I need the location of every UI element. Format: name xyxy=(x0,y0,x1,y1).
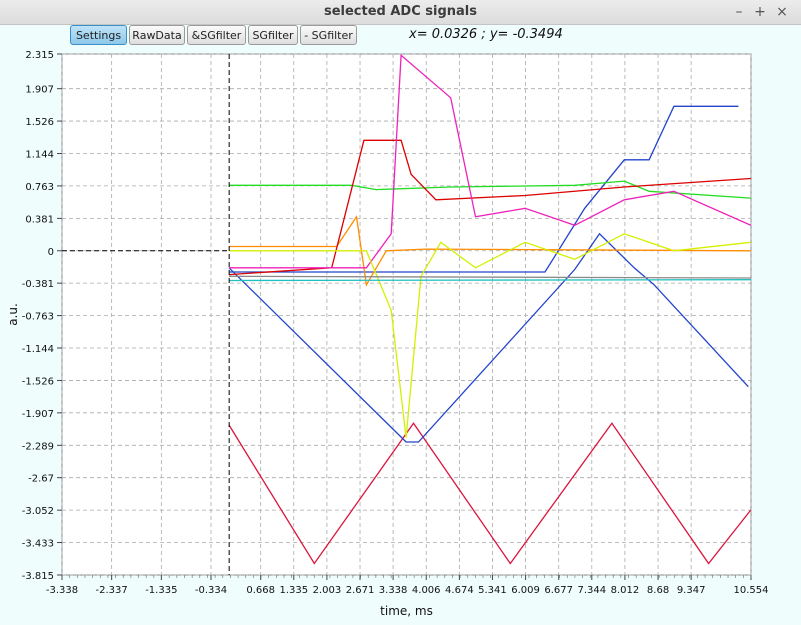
sgfilter-button[interactable]: SGfilter xyxy=(248,25,298,45)
y-tick-label: 1.526 xyxy=(25,117,54,128)
x-tick-label: 6.677 xyxy=(544,585,573,596)
maximize-icon[interactable]: + xyxy=(754,4,766,20)
y-tick-label: -3.433 xyxy=(22,539,54,550)
rawdata-button[interactable]: RawData xyxy=(129,25,185,45)
window-title: selected ADC signals xyxy=(323,4,478,19)
y-tick-label: -1.144 xyxy=(22,344,54,355)
y-tick-label: -3.052 xyxy=(22,506,54,517)
y-tick-label: 1.907 xyxy=(25,85,54,96)
settings-button[interactable]: Settings xyxy=(70,25,127,45)
signal-series-8 xyxy=(228,275,751,279)
close-icon[interactable]: × xyxy=(776,4,788,20)
x-tick-label: 0.668 xyxy=(246,585,275,596)
y-tick-label: 1.144 xyxy=(25,150,54,161)
x-tick-label: 7.344 xyxy=(577,585,606,596)
x-tick-label: -3.338 xyxy=(46,585,78,596)
cursor-readout: x= 0.0326 ; y= -0.3494 xyxy=(409,27,563,42)
x-tick-label: -2.337 xyxy=(96,585,128,596)
signal-series-2 xyxy=(229,105,739,273)
minus-sgfilter-button[interactable]: - SGfilter xyxy=(300,25,357,45)
signal-series-5 xyxy=(228,139,751,276)
y-tick-label: -0.381 xyxy=(22,279,54,290)
y-axis-label: a.u. xyxy=(6,303,20,326)
x-tick-label: 10.554 xyxy=(734,585,769,596)
signal-series-7 xyxy=(229,233,751,438)
x-tick-label: 4.006 xyxy=(412,585,441,596)
x-tick-label: 8.012 xyxy=(611,585,640,596)
x-tick-label: -0.334 xyxy=(195,585,227,596)
minimize-icon[interactable]: – xyxy=(735,4,743,20)
x-tick-label: 2.003 xyxy=(313,585,342,596)
y-tick-label: -3.815 xyxy=(22,571,54,582)
x-tick-label: 2.671 xyxy=(346,585,375,596)
y-tick-label: 0.381 xyxy=(25,214,54,225)
y-tick-label: 0.763 xyxy=(25,182,54,193)
x-tick-label: -1.335 xyxy=(145,585,177,596)
x-tick-label: 8.68 xyxy=(647,585,669,596)
y-tick-label: 0 xyxy=(48,247,54,258)
signal-series-6 xyxy=(229,54,751,269)
signal-series-9 xyxy=(228,279,751,282)
signal-series-1 xyxy=(228,232,749,443)
x-axis-label: time, ms xyxy=(380,604,433,618)
y-tick-label: -1.907 xyxy=(22,409,54,420)
y-tick-label: -0.763 xyxy=(22,312,54,323)
x-tick-label: 3.338 xyxy=(379,585,408,596)
y-tick-label: -2.67 xyxy=(28,474,54,485)
x-tick-label: 6.009 xyxy=(511,585,540,596)
x-tick-label: 1.335 xyxy=(279,585,308,596)
title-bar[interactable]: selected ADC signals – + × xyxy=(0,0,801,25)
y-tick-label: -2.289 xyxy=(22,441,54,452)
signal-series-3 xyxy=(229,180,751,199)
y-tick-label: 2.315 xyxy=(25,50,54,61)
and-sgfilter-button[interactable]: &SGfilter xyxy=(187,25,246,45)
plot-area xyxy=(61,53,752,576)
signal-series-0 xyxy=(228,422,751,565)
x-tick-label: 9.347 xyxy=(677,585,706,596)
x-tick-label: 5.341 xyxy=(478,585,507,596)
y-tick-label: -1.526 xyxy=(22,376,54,387)
x-tick-label: 4.674 xyxy=(445,585,474,596)
